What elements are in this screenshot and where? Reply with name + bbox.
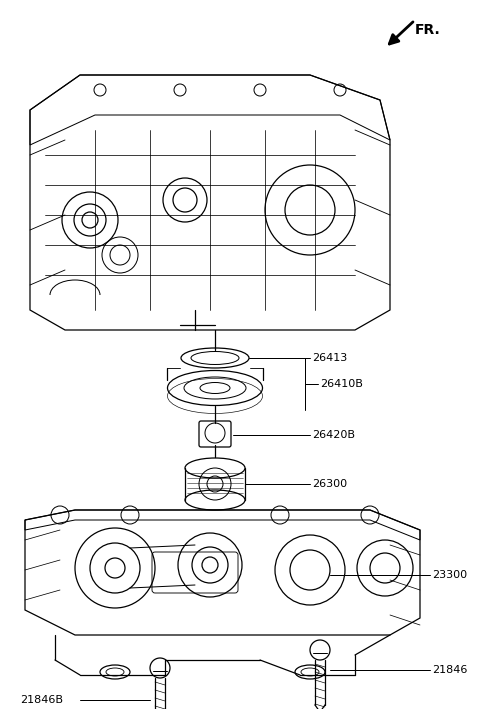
Text: FR.: FR. [415,23,441,37]
Text: 26410B: 26410B [320,379,363,389]
Text: 26413: 26413 [312,353,347,363]
Text: 23300: 23300 [432,570,467,580]
Text: 26420B: 26420B [312,430,355,440]
Text: 26300: 26300 [312,479,347,489]
Text: 21846B: 21846B [20,695,63,705]
Text: 21846: 21846 [432,665,468,675]
